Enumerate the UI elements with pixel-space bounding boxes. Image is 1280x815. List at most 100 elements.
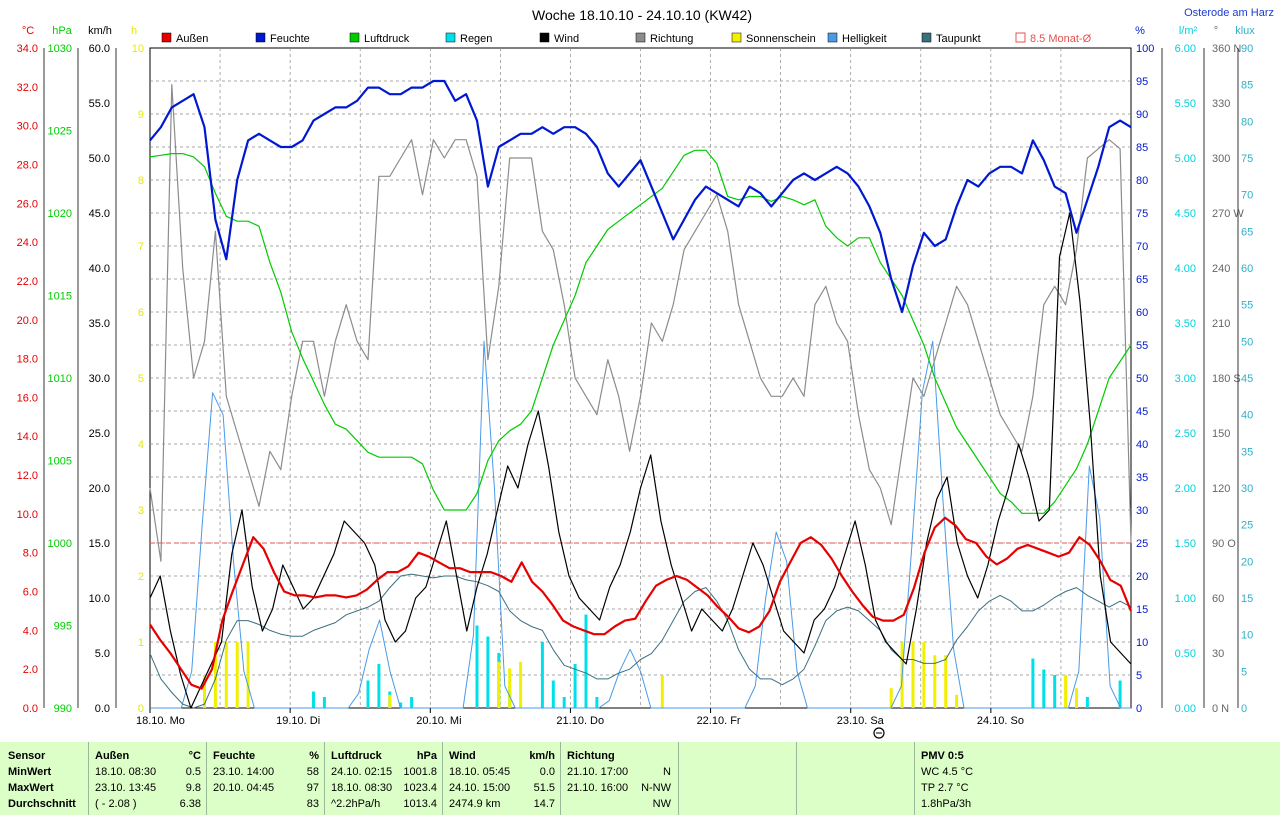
axis-humidity-tick: 20	[1136, 571, 1148, 583]
series-line-taupunkt	[149, 573, 1132, 709]
axis-direction-unit: °	[1214, 25, 1218, 37]
bar-sonnenschein	[922, 642, 926, 708]
legend-label-1: Feuchte	[270, 33, 310, 45]
axis-direction-tick: 60	[1212, 593, 1224, 605]
axis-sunshine-tick: 9	[138, 109, 144, 121]
sensor-header: Sensor	[8, 750, 46, 762]
axis-direction-tick: 330	[1212, 98, 1230, 110]
bar-sonnenschein	[203, 675, 206, 708]
bar-sonnenschein	[388, 694, 392, 708]
axis-temperature-tick: 14.0	[17, 431, 38, 443]
legend-swatch-9	[1015, 32, 1026, 43]
axis-temperature-tick: 12.0	[17, 470, 38, 482]
axis-wind-tick: 5.0	[95, 648, 110, 660]
series-line-feuchte	[149, 79, 1132, 314]
bar-regen	[540, 642, 544, 708]
bar-regen	[1085, 697, 1089, 708]
x-axis-labels: 18.10. Mo 19.10. Di 20.10. Mi 21.10. Do 22.1…	[136, 708, 1024, 727]
axis-direction-tick: 270 W	[1212, 208, 1244, 220]
richtung-header: Richtung	[567, 750, 615, 762]
feuchte-max-time: 20.10. 04:45	[213, 782, 275, 794]
bar-series	[203, 614, 1122, 708]
axis-direction-tick: 0 N	[1212, 703, 1229, 715]
axis-wind-unit: km/h	[88, 25, 112, 37]
aussen-min-time: 18.10. 08:30	[95, 766, 157, 778]
axis-humidity-tick: 70	[1136, 241, 1148, 253]
axis-temperature-tick: 4.0	[23, 625, 38, 637]
axis-brightness-tick: 40	[1241, 410, 1253, 422]
legend-label-5: Richtung	[650, 33, 693, 45]
luftdruck-min-time: 24.10. 02:15	[331, 766, 393, 778]
axis-brightness-tick: 0	[1241, 703, 1247, 715]
axis-direction-tick: 30	[1212, 648, 1224, 660]
axis-rain-tick: 5.50	[1175, 98, 1196, 110]
legend-label-0: Außen	[176, 33, 208, 45]
legend-label-9: 8.5 Monat-Ø	[1030, 33, 1092, 45]
line-series	[149, 79, 1133, 709]
richtung-max-value: N-NW	[641, 782, 671, 794]
bar-sonnenschein	[1064, 675, 1068, 708]
axis-direction-tick: 180 S	[1212, 373, 1241, 385]
luftdruck-max-time: 18.10. 08:30	[331, 782, 393, 794]
luftdruck-unit: hPa	[416, 750, 437, 762]
axis-pressure-tick: 990	[54, 703, 72, 715]
axis-humidity-tick: 80	[1136, 175, 1148, 187]
richtung-max-time: 21.10. 16:00	[567, 782, 629, 794]
axis-direction-tick: 300	[1212, 153, 1230, 165]
aussen-max-time: 23.10. 13:45	[95, 782, 157, 794]
axis-pressure-tick: 995	[54, 621, 72, 633]
axis-temperature-tick: 16.0	[17, 392, 38, 404]
luftdruck-avg-value: 1013.4	[403, 798, 437, 810]
bar-regen	[399, 702, 403, 708]
axis-humidity-tick: 60	[1136, 307, 1148, 319]
right-axes: %100959085807570656055504540353025201510…	[1135, 25, 1255, 715]
stats-empty-2	[796, 742, 915, 815]
bar-sonnenschein	[944, 655, 948, 708]
axis-temperature-tick: 10.0	[17, 509, 38, 521]
axis-brightness-tick: 75	[1241, 153, 1253, 165]
legend-swatch-7	[827, 32, 838, 43]
axis-temperature-tick: 2.0	[23, 664, 38, 676]
axis-brightness-tick: 10	[1241, 630, 1253, 642]
axis-wind-tick: 35.0	[89, 318, 110, 330]
axis-temperature-tick: 8.0	[23, 548, 38, 560]
axis-sunshine-tick: 7	[138, 241, 144, 253]
richtung-min-value: N	[663, 766, 671, 778]
stats-panel: Sensor MinWert MaxWert Durchschnitt Auße…	[0, 742, 1280, 815]
axis-humidity-tick: 50	[1136, 373, 1148, 385]
bar-regen	[486, 636, 490, 708]
axis-rain-unit: l/m²	[1179, 25, 1198, 37]
bar-sonnenschein	[955, 694, 959, 708]
axis-humidity-tick: 95	[1136, 76, 1148, 88]
bar-regen	[584, 614, 588, 708]
axis-humidity-tick: 10	[1136, 637, 1148, 649]
stats-richtung: Richtung 21.10. 17:00 N 21.10. 16:00 N-NW …	[560, 742, 679, 815]
pmv-dew-point: TP 2.7 °C	[921, 782, 969, 794]
bar-regen	[475, 625, 479, 708]
stats-aussen: Außen °C 18.10. 08:30 0.5 23.10. 13:45 9.8 …	[88, 742, 207, 815]
weather-chart: Woche 18.10.10 - 24.10.10 (KW42) Osterod…	[17, 7, 1274, 739]
axis-rain-tick: 4.50	[1175, 208, 1196, 220]
pmv-wind-chill: WC 4.5 °C	[921, 766, 974, 778]
richtung-avg-value: NW	[652, 798, 671, 810]
richtung-min-time: 21.10. 17:00	[567, 766, 629, 778]
axis-rain-tick: 1.50	[1175, 538, 1196, 550]
zoom-icon[interactable]	[873, 727, 885, 739]
axis-wind-tick: 40.0	[89, 263, 110, 275]
x-label: 24.10. So	[977, 715, 1024, 727]
feuchte-avg-value: 83	[306, 798, 319, 810]
luftdruck-min-value: 1001.8	[403, 766, 437, 778]
bar-sonnenschein	[246, 642, 250, 708]
axis-wind-tick: 10.0	[89, 593, 110, 605]
bar-sonnenschein	[497, 661, 501, 708]
axis-temperature-tick: 18.0	[17, 354, 38, 366]
axis-brightness-tick: 35	[1241, 446, 1253, 458]
left-axes: °C34.032.030.028.026.024.022.020.018.016…	[17, 25, 144, 715]
axis-brightness-tick: 20	[1241, 556, 1253, 568]
legend-swatch-1	[255, 32, 266, 43]
axis-brightness-tick: 30	[1241, 483, 1253, 495]
axis-wind-tick: 50.0	[89, 153, 110, 165]
axis-direction-tick: 240	[1212, 263, 1230, 275]
wind-max-value: 51.5	[533, 782, 555, 794]
x-label: 21.10. Do	[556, 715, 604, 727]
